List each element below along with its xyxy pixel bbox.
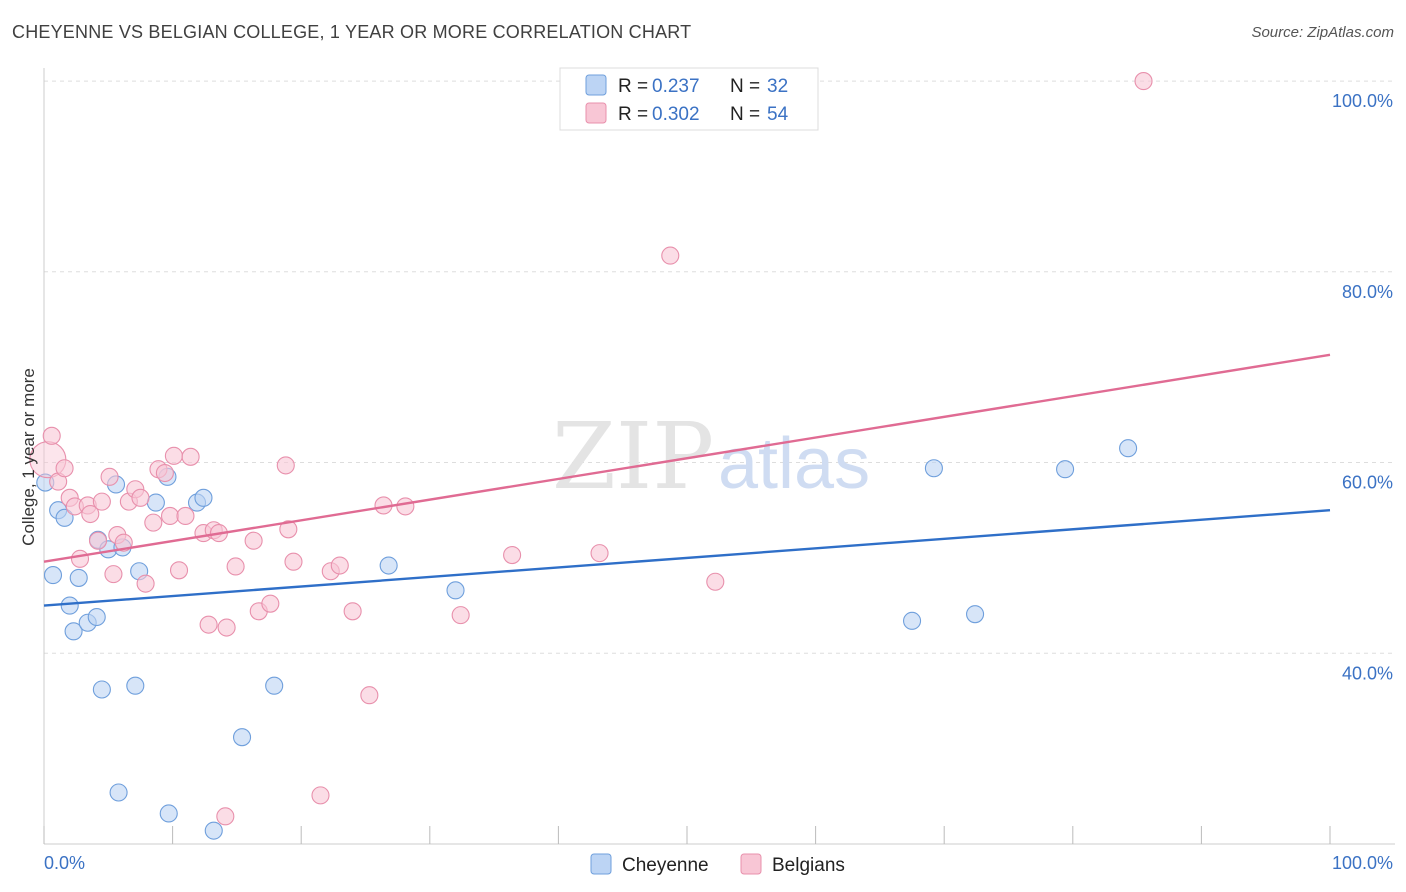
cheyenne-point [446,581,465,600]
cheyenne-point [159,804,178,823]
cheyenne-point [194,488,213,507]
belgians-trend-line [43,353,1331,563]
cheyenne-point [265,676,284,695]
belgians-point [276,456,295,475]
chart-title: CHEYENNE VS BELGIAN COLLEGE, 1 YEAR OR M… [12,22,692,42]
belgians-point [360,686,379,705]
belgians-point [590,544,609,563]
legend-swatch-cheyenne [585,74,607,96]
cheyenne-point [87,607,106,627]
belgians-point [706,572,725,591]
belgians-point [261,594,280,613]
belgians-point [81,504,100,524]
legend-n-label-cheyenne: N = [730,76,760,97]
belgians-point [55,459,74,478]
legend-n-label-belgians: N = [730,104,760,125]
belgians-point [144,513,163,532]
belgians-point [226,557,245,576]
cheyenne-point [69,568,88,587]
watermark-atlas: atlas [718,424,870,504]
belgians-point [279,520,298,539]
belgians-point [164,446,183,465]
belgians-point [661,246,680,265]
cheyenne-trend-line [43,509,1331,607]
legend-r-label-belgians: R = [618,104,648,125]
cheyenne-point [60,596,79,615]
belgians-point [244,531,263,550]
cheyenne-point [379,556,398,575]
legend-r-value-belgians: 0.302 [652,104,700,125]
belgians-point [169,561,189,580]
cheyenne-point [109,783,128,802]
belgians-point [330,556,349,575]
belgians-point [160,506,180,525]
cheyenne-points [36,439,1138,840]
belgians-point [131,488,150,507]
legend-r-label-cheyenne: R = [618,76,648,97]
cheyenne-point [902,611,922,630]
belgians-point [70,549,90,568]
cheyenne-point [55,508,74,527]
belgians-points [29,72,1153,826]
belgians-point [104,565,123,584]
belgians-point [199,615,218,634]
y-tick-labels: 40.0% 60.0% 80.0% 100.0% [1332,91,1393,683]
series-label-cheyenne: Cheyenne [622,855,709,876]
belgians-point [451,606,470,625]
series-legend: Cheyenne Belgians [590,853,845,876]
series-swatch-cheyenne [590,853,612,875]
belgians-point [343,602,362,621]
y-tick-label: 80.0% [1342,282,1393,302]
x-tick-label-min: 0.0% [44,853,85,873]
legend-swatch-belgians [585,102,607,124]
belgians-point [181,447,200,466]
x-tick-label-max: 100.0% [1332,853,1393,873]
legend-r-value-cheyenne: 0.237 [652,76,700,97]
belgians-point [217,618,236,637]
cheyenne-point [232,728,252,747]
watermark-zip: ZIP [552,403,714,510]
belgians-point [114,533,133,552]
belgians-point [503,545,522,565]
y-tick-label: 40.0% [1342,663,1393,683]
belgians-point [216,807,235,826]
belgians-point [136,574,155,593]
belgians-point [176,506,195,525]
cheyenne-point [64,622,83,641]
belgians-point [311,786,330,805]
axes [43,68,1395,845]
cheyenne-point [1056,460,1075,479]
y-axis-label: College, 1 year or more [19,368,38,546]
belgians-point [100,467,119,486]
series-label-belgians: Belgians [772,855,845,876]
correlation-legend: R = 0.237 N = 32 R = 0.302 N = 54 [559,67,819,131]
belgians-point [284,552,303,571]
belgians-point [88,531,108,550]
trend-lines [43,353,1331,607]
y-tick-label: 100.0% [1332,91,1393,111]
cheyenne-point [1119,439,1138,458]
legend-n-value-belgians: 54 [767,104,789,125]
cheyenne-point [924,459,943,478]
gridlines [44,80,1395,654]
y-tick-label: 60.0% [1342,473,1393,493]
legend-n-value-cheyenne: 32 [767,76,788,97]
series-swatch-belgians [740,853,762,875]
belgians-point [396,497,415,516]
belgians-point [1134,72,1153,91]
cheyenne-point [92,680,111,699]
belgians-point [155,463,174,483]
cheyenne-point [126,676,145,695]
cheyenne-point [146,493,165,512]
belgians-point [92,492,111,511]
cheyenne-point [966,605,985,624]
cheyenne-point [204,821,223,840]
cheyenne-point [43,566,63,585]
belgians-point [42,426,61,445]
source-label: Source: ZipAtlas.com [1251,24,1394,41]
